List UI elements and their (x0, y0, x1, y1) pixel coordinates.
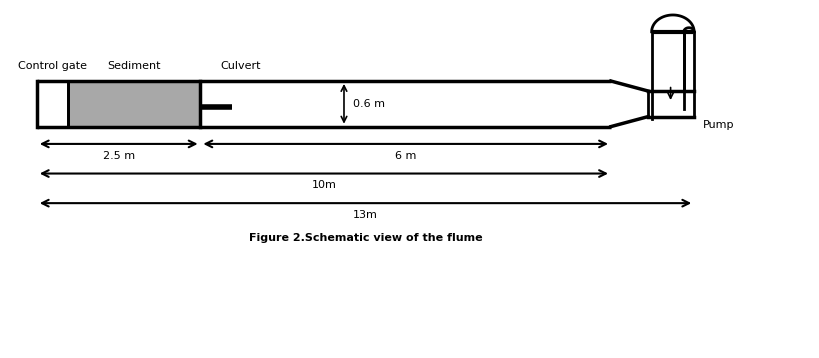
Text: Sediment: Sediment (107, 61, 161, 71)
Bar (68, 81, 200, 127)
Text: 13m: 13m (353, 210, 378, 220)
Text: 2.5 m: 2.5 m (102, 151, 134, 161)
Text: Control gate: Control gate (19, 61, 88, 71)
Text: 0.6 m: 0.6 m (352, 99, 384, 109)
Text: Figure 2.Schematic view of the flume: Figure 2.Schematic view of the flume (248, 233, 482, 243)
Text: 6 m: 6 m (395, 151, 416, 161)
Text: Pump: Pump (702, 120, 733, 130)
Text: Culvert: Culvert (220, 61, 260, 71)
Text: 10m: 10m (311, 180, 336, 190)
